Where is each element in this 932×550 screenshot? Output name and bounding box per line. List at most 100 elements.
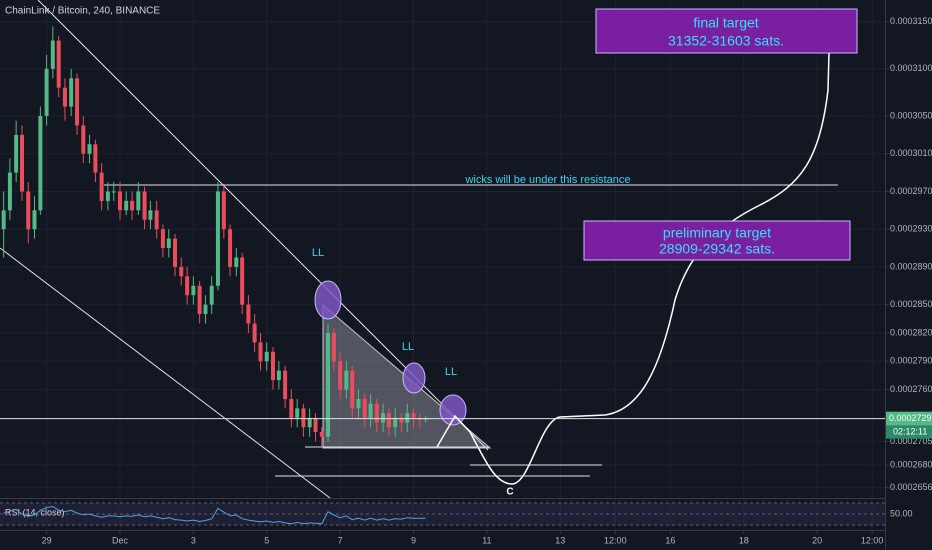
candle-body bbox=[50, 40, 55, 69]
candle-body bbox=[386, 413, 391, 428]
x-tick-label: 12:00 bbox=[861, 535, 884, 545]
candle-body bbox=[166, 238, 171, 249]
x-tick-label: 3 bbox=[191, 535, 196, 545]
candle-body bbox=[374, 403, 379, 423]
label-ll: LL bbox=[312, 247, 324, 259]
candle-body bbox=[185, 276, 190, 296]
candle-body bbox=[62, 87, 67, 107]
candle-body bbox=[26, 191, 31, 230]
candle-body bbox=[276, 370, 281, 381]
candle-body bbox=[32, 210, 37, 230]
x-tick-label: 7 bbox=[338, 535, 343, 545]
resistance-note: wicks will be under this resistance bbox=[464, 174, 630, 186]
candle-body bbox=[56, 40, 61, 88]
candle-body bbox=[209, 285, 214, 305]
candle-body bbox=[75, 78, 80, 126]
candle-body bbox=[228, 229, 233, 267]
preliminary-target-text: 28909-29342 sats. bbox=[659, 241, 775, 257]
candle-body bbox=[221, 191, 226, 230]
candle-body bbox=[368, 403, 373, 418]
x-tick-label: 12:00 bbox=[604, 535, 627, 545]
candle-body bbox=[87, 144, 92, 154]
candle-body bbox=[350, 370, 355, 409]
projection-curve bbox=[436, 14, 831, 485]
rsi-tick-label: 50.00 bbox=[890, 508, 913, 518]
final-target-text: 31352-31603 sats. bbox=[668, 33, 784, 49]
candle-body bbox=[14, 134, 19, 173]
chart-title: ChainLink / Bitcoin, 240, BINANCE bbox=[5, 6, 160, 17]
candle-body bbox=[7, 172, 12, 211]
x-tick-label: Dec bbox=[112, 535, 129, 545]
countdown: 02:12:11 bbox=[893, 427, 927, 437]
candle-body bbox=[93, 144, 98, 173]
candle-body bbox=[331, 332, 336, 362]
rsi-background bbox=[0, 503, 885, 525]
x-tick-label: 11 bbox=[482, 535, 491, 545]
label-ll: LL bbox=[445, 366, 457, 378]
candle-body bbox=[20, 134, 25, 192]
final-target-box bbox=[595, 8, 858, 54]
highlight-ellipse bbox=[314, 280, 342, 320]
candle-body bbox=[338, 361, 343, 390]
highlight-ellipse bbox=[439, 394, 467, 426]
rsi-line bbox=[3, 505, 426, 525]
candle-body bbox=[264, 351, 269, 362]
last-price-label: 0.00027291 bbox=[889, 413, 932, 423]
y-tick-label: 0.00026560 bbox=[890, 482, 932, 492]
candle-body bbox=[326, 332, 331, 437]
candle-body bbox=[319, 431, 324, 437]
candle-body bbox=[136, 191, 141, 211]
countdown-box bbox=[886, 425, 932, 439]
candle-body bbox=[295, 408, 300, 418]
x-tick-label: 16 bbox=[665, 535, 675, 545]
candle-body bbox=[405, 413, 410, 423]
candle-body bbox=[307, 417, 312, 428]
x-tick-label: 29 bbox=[42, 535, 52, 545]
candle-body bbox=[423, 418, 428, 420]
candle-body bbox=[38, 116, 43, 211]
preliminary-target-box bbox=[583, 220, 851, 261]
candle-body bbox=[362, 398, 367, 418]
highlight-ellipse bbox=[402, 362, 426, 394]
candle-body bbox=[197, 285, 202, 315]
candle-body bbox=[1, 210, 6, 230]
candle-body bbox=[381, 413, 386, 423]
x-tick-label: 5 bbox=[264, 535, 269, 545]
preliminary-target-text: preliminary target bbox=[663, 225, 771, 241]
x-tick-label: 9 bbox=[411, 535, 416, 545]
candle-body bbox=[252, 323, 257, 343]
x-tick-label: 13 bbox=[555, 535, 565, 545]
x-tick-label: 20 bbox=[812, 535, 822, 545]
candle-body bbox=[105, 191, 110, 201]
candle-body bbox=[356, 398, 361, 409]
candle-body bbox=[130, 200, 135, 211]
candle-body bbox=[99, 172, 104, 201]
candle-body bbox=[399, 417, 404, 423]
candle-body bbox=[111, 191, 116, 193]
candle-body bbox=[142, 191, 147, 220]
candle-body bbox=[240, 257, 245, 305]
final-target-text: final target bbox=[693, 15, 758, 31]
x-tick-label: 18 bbox=[739, 535, 749, 545]
candle-body bbox=[344, 370, 349, 390]
candle-body bbox=[234, 257, 239, 267]
candle-body bbox=[124, 200, 129, 211]
candle-body bbox=[270, 351, 275, 381]
candle-body bbox=[117, 191, 122, 211]
candle-body bbox=[44, 68, 49, 117]
grid bbox=[0, 0, 885, 530]
candle-body bbox=[411, 413, 416, 418]
candle-body bbox=[154, 210, 159, 230]
